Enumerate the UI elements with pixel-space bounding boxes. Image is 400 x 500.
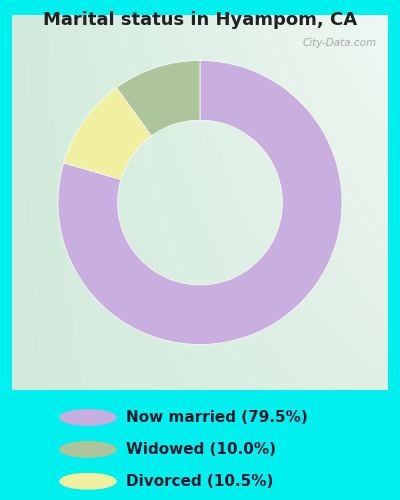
Text: Marital status in Hyampom, CA: Marital status in Hyampom, CA (43, 11, 357, 29)
Circle shape (60, 442, 116, 457)
Text: Widowed (10.0%): Widowed (10.0%) (126, 442, 276, 457)
Wedge shape (64, 88, 152, 180)
Circle shape (60, 410, 116, 425)
Text: City-Data.com: City-Data.com (302, 38, 377, 48)
Wedge shape (116, 60, 200, 136)
Wedge shape (58, 60, 342, 344)
Text: Divorced (10.5%): Divorced (10.5%) (126, 474, 273, 489)
Text: Now married (79.5%): Now married (79.5%) (126, 410, 308, 425)
Circle shape (60, 474, 116, 489)
